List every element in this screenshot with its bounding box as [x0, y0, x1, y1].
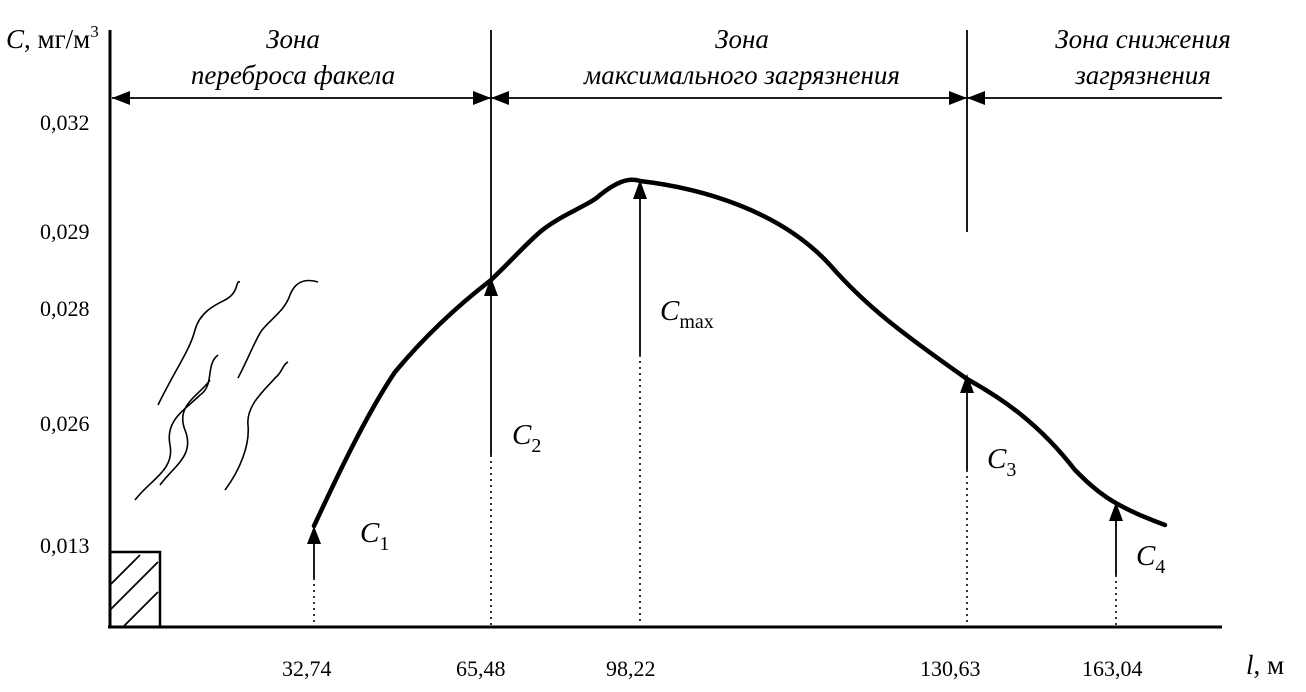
concentration-curve — [311, 177, 1168, 529]
x-axis-label: l, м — [1246, 650, 1284, 680]
point-c3-marker — [960, 374, 974, 625]
chimney-source — [108, 550, 162, 629]
y-axis-label: C, мг/м3 — [6, 22, 99, 54]
point-c4-label: C4 — [1136, 540, 1165, 578]
x-tick-label: 65,48 — [456, 656, 506, 681]
point-c2-marker — [484, 277, 498, 625]
smoke-plume — [134, 279, 319, 501]
x-tick-label: 32,74 — [282, 656, 332, 681]
x-tick-label: 130,63 — [920, 656, 981, 681]
zone-1-title: Зона — [266, 24, 320, 54]
point-c1-marker — [307, 526, 321, 625]
point-cmax-marker — [633, 180, 647, 625]
zone-1-subtitle: переброса факела — [191, 60, 395, 90]
zone-3-title: Зона снижения — [1055, 24, 1231, 54]
y-tick-label: 0,013 — [40, 533, 90, 558]
y-tick-label: 0,029 — [40, 219, 90, 244]
y-tick-label: 0,028 — [40, 296, 90, 321]
y-tick-label: 0,032 — [40, 110, 90, 135]
zone-2-subtitle: максимального загрязнения — [583, 60, 900, 90]
point-c4-marker — [1109, 502, 1123, 625]
point-cmax-label: Cmax — [660, 295, 714, 333]
zone-2-title: Зона — [715, 24, 769, 54]
y-tick-label: 0,026 — [40, 411, 90, 436]
point-c3-label: C3 — [987, 443, 1016, 481]
x-tick-label: 163,04 — [1082, 656, 1143, 681]
point-c1-label: C1 — [360, 517, 389, 555]
x-tick-label: 98,22 — [606, 656, 656, 681]
zone-3-subtitle: загрязнения — [1074, 60, 1211, 90]
point-c2-label: C2 — [512, 419, 541, 457]
zone-arrows — [112, 91, 1222, 105]
